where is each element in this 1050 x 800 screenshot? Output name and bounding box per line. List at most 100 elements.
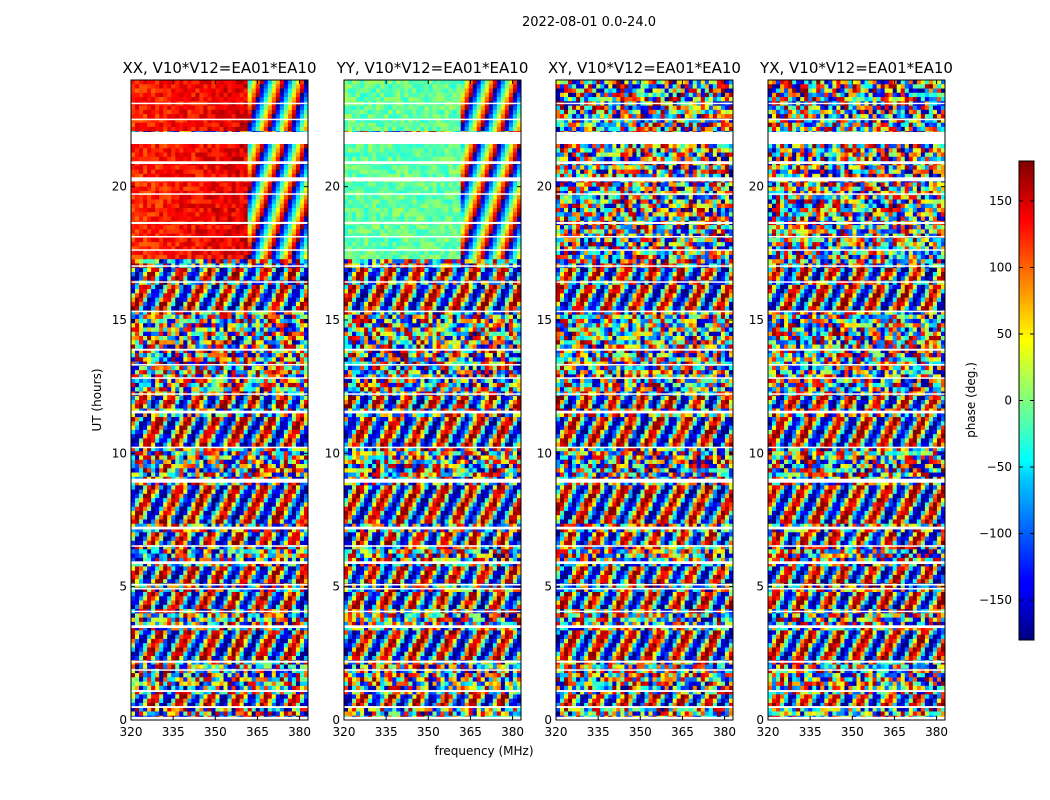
heatmap-cell (187, 549, 192, 554)
heatmap-cell (255, 105, 261, 111)
heatmap-cell (271, 173, 277, 179)
heatmap-cell (143, 540, 148, 546)
heatmap-cell (151, 528, 156, 533)
heatmap-cell (143, 374, 148, 380)
heatmap-cell (159, 156, 164, 162)
heatmap-cell (215, 353, 220, 358)
heatmap-cell (231, 144, 236, 149)
heatmap-cell (167, 425, 172, 431)
heatmap-cell (151, 370, 156, 375)
heatmap-cell (147, 400, 152, 405)
heatmap-cell (203, 310, 208, 316)
heatmap-cell (303, 318, 309, 324)
heatmap-cell (215, 105, 220, 111)
heatmap-cell (295, 510, 301, 516)
heatmap-cell (211, 468, 216, 473)
heatmap-cell (171, 370, 176, 375)
heatmap-cell (159, 250, 164, 256)
heatmap-cell (223, 267, 228, 273)
heatmap-cell (199, 378, 204, 384)
heatmap-cell (299, 382, 305, 388)
heatmap-cell (147, 144, 152, 149)
heatmap-cell (263, 382, 269, 388)
heatmap-cell (191, 387, 196, 392)
heatmap-cell (199, 557, 204, 563)
heatmap-cell (199, 382, 204, 388)
heatmap-cell (231, 199, 236, 205)
heatmap-cell (275, 246, 281, 252)
heatmap-cell (219, 272, 224, 277)
heatmap-cell (299, 412, 305, 418)
heatmap-cell (163, 438, 168, 444)
heatmap-cell (235, 378, 241, 384)
heatmap-cell (227, 105, 232, 111)
heatmap-cell (287, 493, 293, 499)
heatmap-cell (227, 395, 232, 401)
heatmap-cell (271, 148, 277, 153)
heatmap-cell (151, 118, 156, 124)
heatmap-cell (183, 370, 188, 375)
heatmap-cell (247, 404, 253, 409)
heatmap-cell (227, 446, 232, 452)
heatmap-cell (215, 557, 220, 563)
heatmap-cell (243, 97, 249, 102)
heatmap-cell (231, 118, 236, 124)
heatmap-cell (235, 284, 241, 290)
heatmap-cell (191, 382, 196, 388)
heatmap-cell (143, 370, 148, 375)
heatmap-cell (219, 365, 224, 371)
heatmap-cell (175, 289, 180, 294)
heatmap-cell (247, 361, 253, 367)
heatmap-cell (223, 519, 228, 525)
heatmap-cell (295, 472, 301, 478)
heatmap-cell (263, 126, 269, 132)
heatmap-cell (299, 289, 305, 294)
heatmap-cell (267, 289, 273, 294)
heatmap-cell (223, 97, 228, 102)
heatmap-cell (291, 272, 297, 277)
heatmap-cell (275, 190, 281, 196)
heatmap-cell (279, 374, 285, 380)
heatmap-cell (175, 80, 180, 85)
heatmap-cell (219, 515, 224, 520)
heatmap-cell (187, 148, 192, 153)
heatmap-cell (183, 306, 188, 311)
heatmap-cell (163, 498, 168, 503)
heatmap-cell (303, 109, 309, 115)
heatmap-cell (287, 323, 293, 328)
heatmap-cell (267, 301, 273, 307)
heatmap-cell (167, 182, 172, 188)
heatmap-cell (223, 493, 228, 499)
heatmap-cell (283, 233, 289, 239)
heatmap-cell (267, 169, 273, 175)
heatmap-cell (207, 510, 212, 516)
heatmap-cell (167, 250, 172, 256)
heatmap-cell (183, 237, 188, 243)
heatmap-cell (147, 152, 152, 158)
heatmap-cell (235, 417, 241, 422)
heatmap-cell (223, 468, 228, 473)
heatmap-cell (291, 182, 297, 188)
heatmap-cell (275, 97, 281, 102)
heatmap-cell (143, 156, 148, 162)
heatmap-cell (295, 259, 301, 264)
heatmap-cell (227, 532, 232, 537)
heatmap-cell (211, 114, 216, 119)
heatmap-cell (171, 412, 176, 418)
heatmap-cell (283, 472, 289, 478)
heatmap-cell (299, 549, 305, 554)
heatmap-cell (235, 446, 241, 452)
heatmap-cell (147, 536, 152, 542)
heatmap-cell (279, 348, 285, 354)
heatmap-cell (279, 212, 285, 217)
heatmap-cell (287, 267, 293, 273)
heatmap-cell (215, 259, 220, 264)
heatmap-cell (215, 156, 220, 162)
heatmap-cell (131, 92, 136, 98)
heatmap-cell (231, 293, 236, 298)
heatmap-cell (167, 557, 172, 563)
heatmap-cell (259, 186, 265, 192)
heatmap-cell (223, 114, 228, 119)
heatmap-cell (235, 297, 241, 303)
heatmap-cell (203, 434, 208, 439)
